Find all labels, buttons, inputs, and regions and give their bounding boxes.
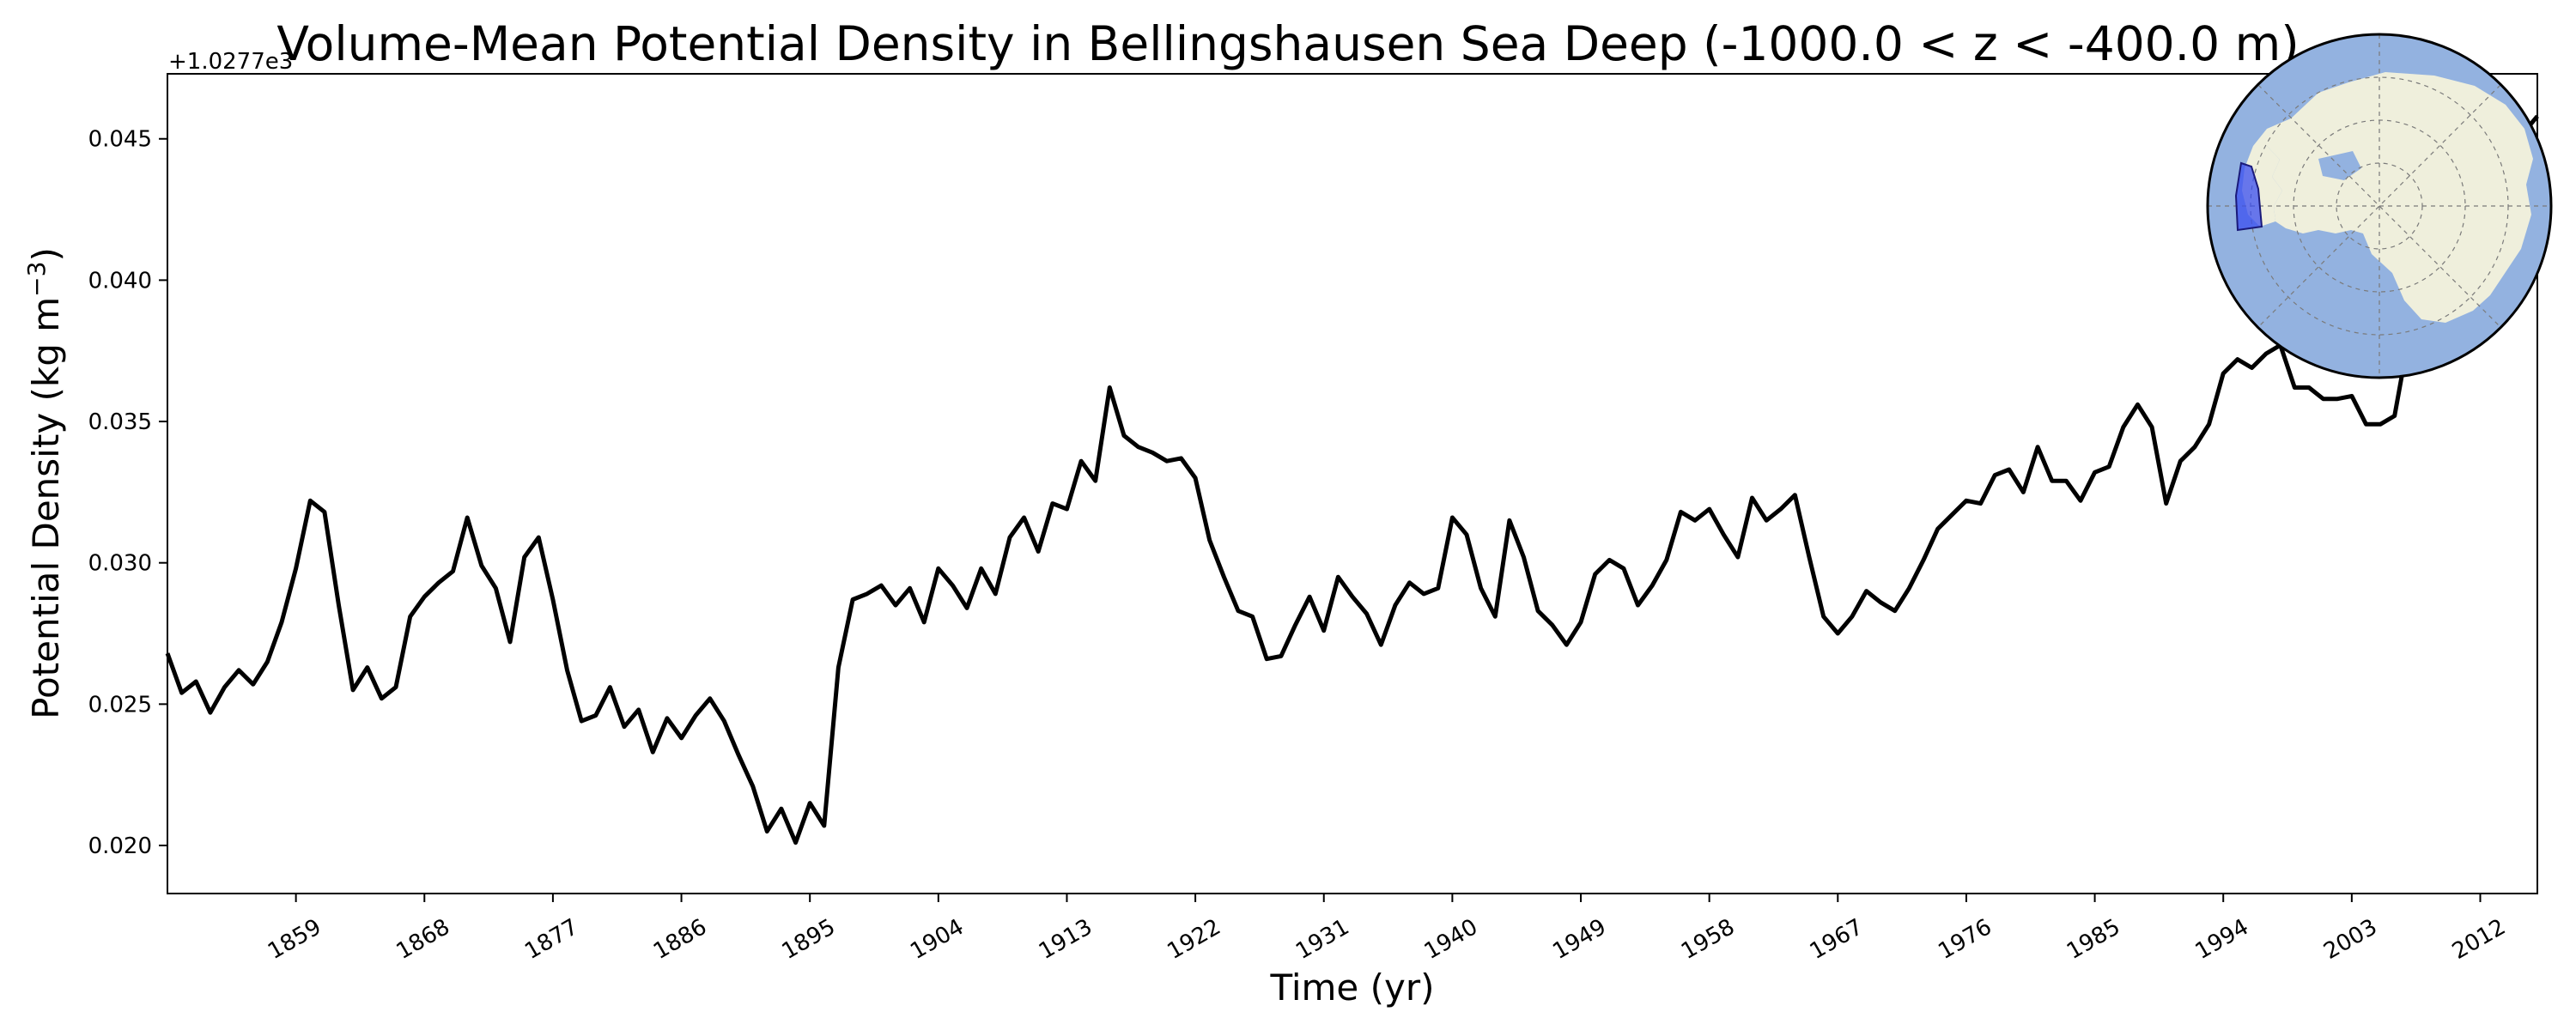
map-border: [2206, 33, 2553, 379]
data-line-group: [165, 114, 2539, 845]
chart-title: Volume-Mean Potential Density in Belling…: [276, 16, 2299, 71]
y-tick-label: 0.045: [88, 127, 152, 153]
inset-map: [2206, 33, 2553, 379]
y-tick-label: 0.030: [88, 551, 152, 577]
plot-area: [165, 73, 2539, 894]
y-tick-label: 0.020: [88, 833, 152, 859]
density-series-line: [165, 114, 2539, 845]
antarctica-landmass: [2267, 72, 2533, 323]
y-axis: 0.020 0.025 0.030 0.035 0.040 0.045: [88, 127, 167, 859]
y-tick-label: 0.040: [88, 268, 152, 294]
x-axis-label: Time (yr): [1269, 966, 1434, 1009]
y-tick-label: 0.025: [88, 692, 152, 718]
ice-shelf: [2318, 151, 2361, 180]
region-highlight: [2234, 161, 2263, 232]
y-axis-label-close: ): [25, 247, 67, 261]
y-offset-label: +1.0277e3: [168, 49, 293, 75]
y-tick-label: 0.035: [88, 409, 152, 435]
y-axis-label-exponent: −3: [22, 262, 51, 297]
y-axis-label: Potential Density (kg m−3): [22, 247, 67, 719]
plot-frame: [167, 73, 2538, 894]
y-axis-label-main: Potential Density (kg m: [25, 297, 67, 719]
